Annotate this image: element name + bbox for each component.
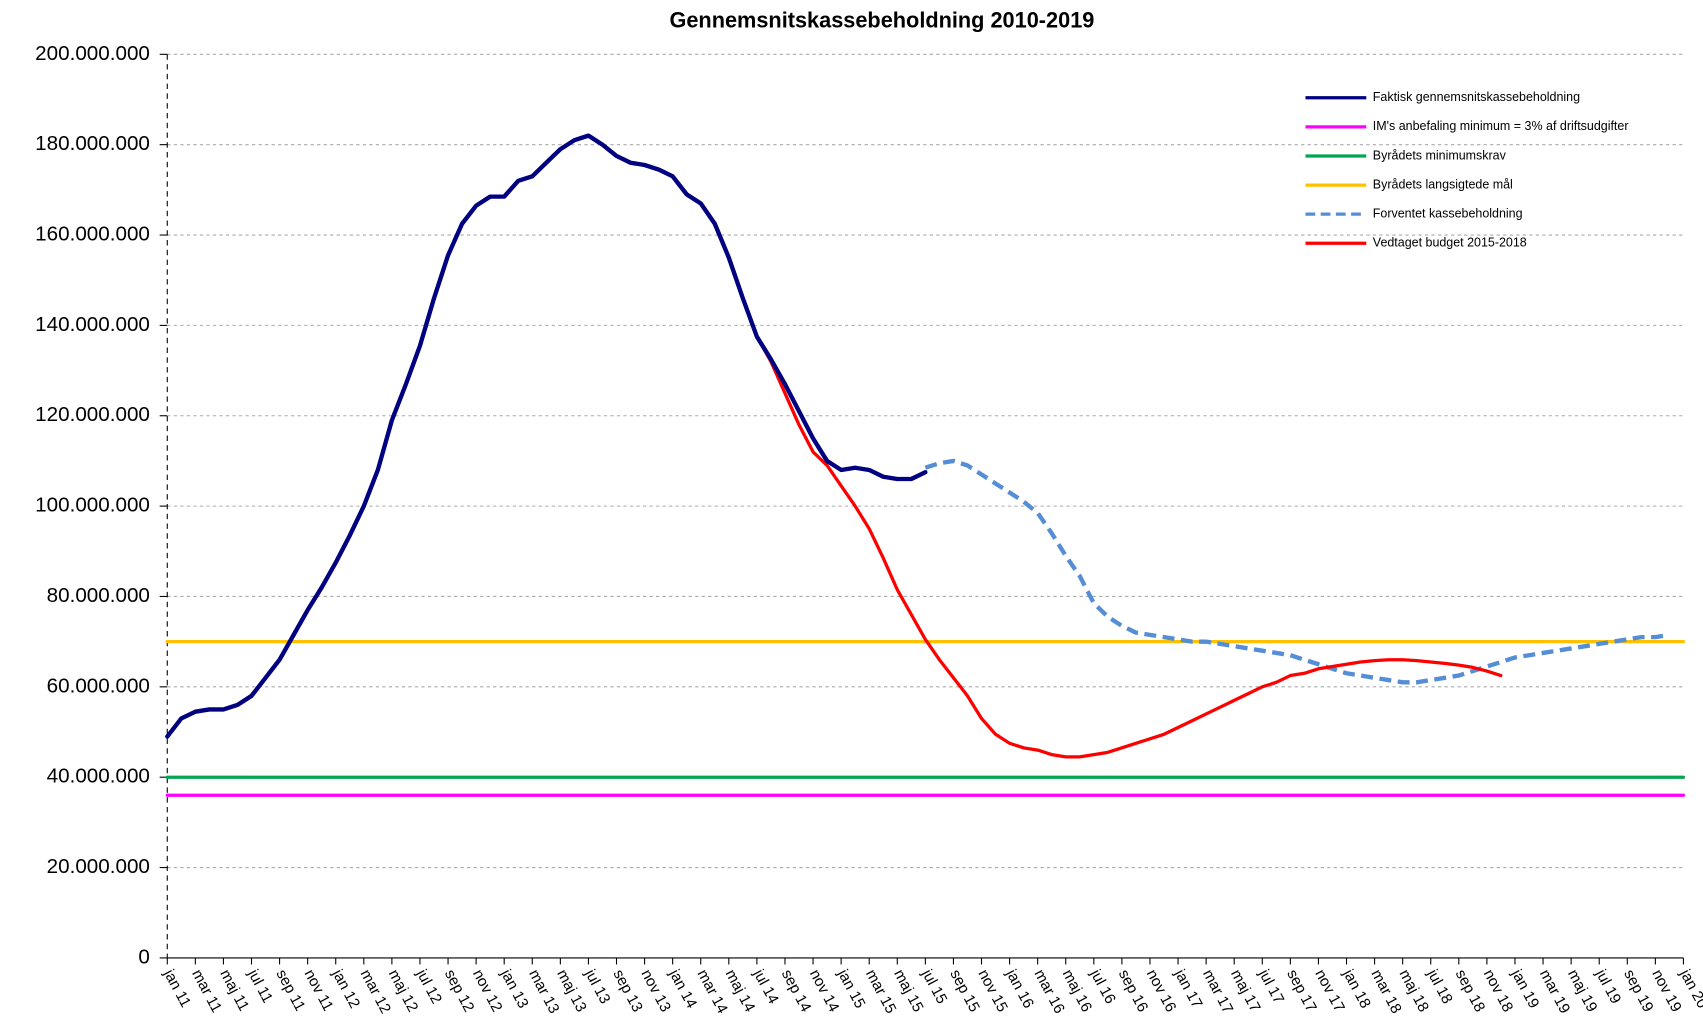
- legend-label: Byrådets minimumskrav: [1373, 148, 1507, 162]
- y-tick-label: 0: [138, 945, 149, 968]
- y-tick-label: 40.000.000: [47, 765, 150, 788]
- legend-label: Byrådets langsigtede mål: [1373, 177, 1513, 191]
- y-tick-label: 60.000.000: [47, 674, 150, 697]
- y-tick-label: 120.000.000: [35, 403, 150, 426]
- y-tick-label: 160.000.000: [35, 222, 150, 245]
- y-tick-label: 200.000.000: [35, 42, 150, 65]
- series-line: [165, 133, 928, 739]
- chart-title: Gennemsnitskassebeholdning 2010-2019: [669, 7, 1094, 32]
- legend-label: Faktisk gennemsnitskassebeholdning: [1373, 90, 1580, 104]
- y-tick-label: 80.000.000: [47, 584, 150, 607]
- y-tick-label: 140.000.000: [35, 313, 150, 336]
- y-tick-label: 180.000.000: [35, 132, 150, 155]
- legend-label: Forventet kassebeholdning: [1373, 206, 1523, 220]
- legend-label: Vedtaget budget 2015-2018: [1373, 236, 1527, 250]
- y-tick-label: 20.000.000: [47, 855, 150, 878]
- series-line: [924, 458, 1670, 685]
- y-tick-label: 100.000.000: [35, 494, 150, 517]
- series-line: [755, 335, 1503, 759]
- legend-label: IM's anbefaling minimum = 3% af driftsud…: [1373, 119, 1629, 133]
